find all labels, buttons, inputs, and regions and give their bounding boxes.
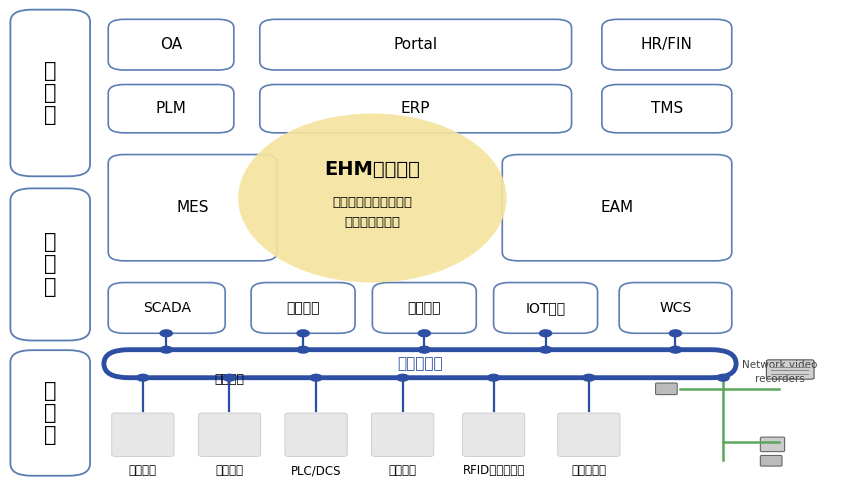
Text: 设备监测: 设备监测 — [287, 301, 320, 315]
FancyBboxPatch shape — [502, 155, 732, 261]
Text: RFID等传感设备: RFID等传感设备 — [462, 465, 525, 477]
FancyBboxPatch shape — [372, 283, 476, 333]
Text: 现场工作站: 现场工作站 — [572, 465, 606, 477]
Text: IOT系统: IOT系统 — [526, 301, 565, 315]
Text: Network video
recorders: Network video recorders — [741, 360, 818, 384]
Text: WCS: WCS — [659, 301, 692, 315]
Circle shape — [310, 374, 322, 381]
Text: ERP: ERP — [401, 101, 430, 116]
Circle shape — [160, 346, 172, 353]
Text: SCADA: SCADA — [143, 301, 191, 315]
Circle shape — [297, 330, 309, 337]
FancyBboxPatch shape — [260, 85, 572, 133]
FancyBboxPatch shape — [108, 19, 234, 70]
FancyBboxPatch shape — [10, 188, 90, 341]
Text: 车
间
级: 车 间 级 — [44, 232, 56, 297]
FancyBboxPatch shape — [619, 283, 732, 333]
FancyBboxPatch shape — [372, 413, 434, 456]
FancyBboxPatch shape — [602, 19, 732, 70]
FancyBboxPatch shape — [108, 283, 225, 333]
FancyBboxPatch shape — [760, 455, 782, 466]
FancyBboxPatch shape — [494, 283, 598, 333]
Circle shape — [717, 374, 729, 381]
FancyBboxPatch shape — [112, 413, 174, 456]
FancyBboxPatch shape — [108, 85, 234, 133]
Text: OA: OA — [160, 37, 182, 52]
Text: 现场总线: 现场总线 — [215, 373, 244, 386]
FancyBboxPatch shape — [251, 283, 355, 333]
Text: EAM: EAM — [600, 200, 634, 215]
Text: 物流设备: 物流设备 — [389, 465, 417, 477]
Text: HR/FIN: HR/FIN — [641, 37, 693, 52]
FancyBboxPatch shape — [602, 85, 732, 133]
FancyBboxPatch shape — [766, 360, 814, 379]
Text: 设
备
级: 设 备 级 — [44, 381, 56, 445]
Text: 生产设备: 生产设备 — [216, 465, 243, 477]
Circle shape — [160, 330, 172, 337]
Text: MES: MES — [177, 200, 209, 215]
Circle shape — [418, 330, 430, 337]
Text: 从资产管理到故障诊断
一体化设备管理: 从资产管理到故障诊断 一体化设备管理 — [333, 196, 412, 229]
Text: Portal: Portal — [394, 37, 437, 52]
Text: EHM核心业务: EHM核心业务 — [325, 159, 420, 179]
FancyBboxPatch shape — [10, 350, 90, 476]
Text: 设备诊断: 设备诊断 — [408, 301, 441, 315]
Text: 企
业
级: 企 业 级 — [44, 60, 56, 126]
Text: TMS: TMS — [650, 101, 683, 116]
FancyBboxPatch shape — [198, 413, 261, 456]
FancyBboxPatch shape — [656, 383, 677, 395]
Circle shape — [669, 346, 682, 353]
Circle shape — [540, 346, 552, 353]
Circle shape — [488, 374, 500, 381]
FancyBboxPatch shape — [10, 10, 90, 176]
Ellipse shape — [238, 114, 507, 283]
FancyBboxPatch shape — [462, 413, 525, 456]
Text: PLC/DCS: PLC/DCS — [291, 465, 341, 477]
Circle shape — [669, 330, 682, 337]
Text: 工业以太网: 工业以太网 — [397, 356, 443, 371]
FancyBboxPatch shape — [260, 19, 572, 70]
FancyBboxPatch shape — [104, 350, 736, 378]
Circle shape — [418, 346, 430, 353]
Circle shape — [137, 374, 149, 381]
Circle shape — [397, 374, 409, 381]
FancyBboxPatch shape — [760, 437, 785, 452]
Text: PLM: PLM — [156, 101, 186, 116]
Text: 动力设备: 动力设备 — [129, 465, 157, 477]
Circle shape — [297, 346, 309, 353]
FancyBboxPatch shape — [108, 155, 277, 261]
Circle shape — [540, 330, 552, 337]
FancyBboxPatch shape — [285, 413, 347, 456]
Circle shape — [223, 374, 236, 381]
Circle shape — [583, 374, 595, 381]
FancyBboxPatch shape — [558, 413, 620, 456]
